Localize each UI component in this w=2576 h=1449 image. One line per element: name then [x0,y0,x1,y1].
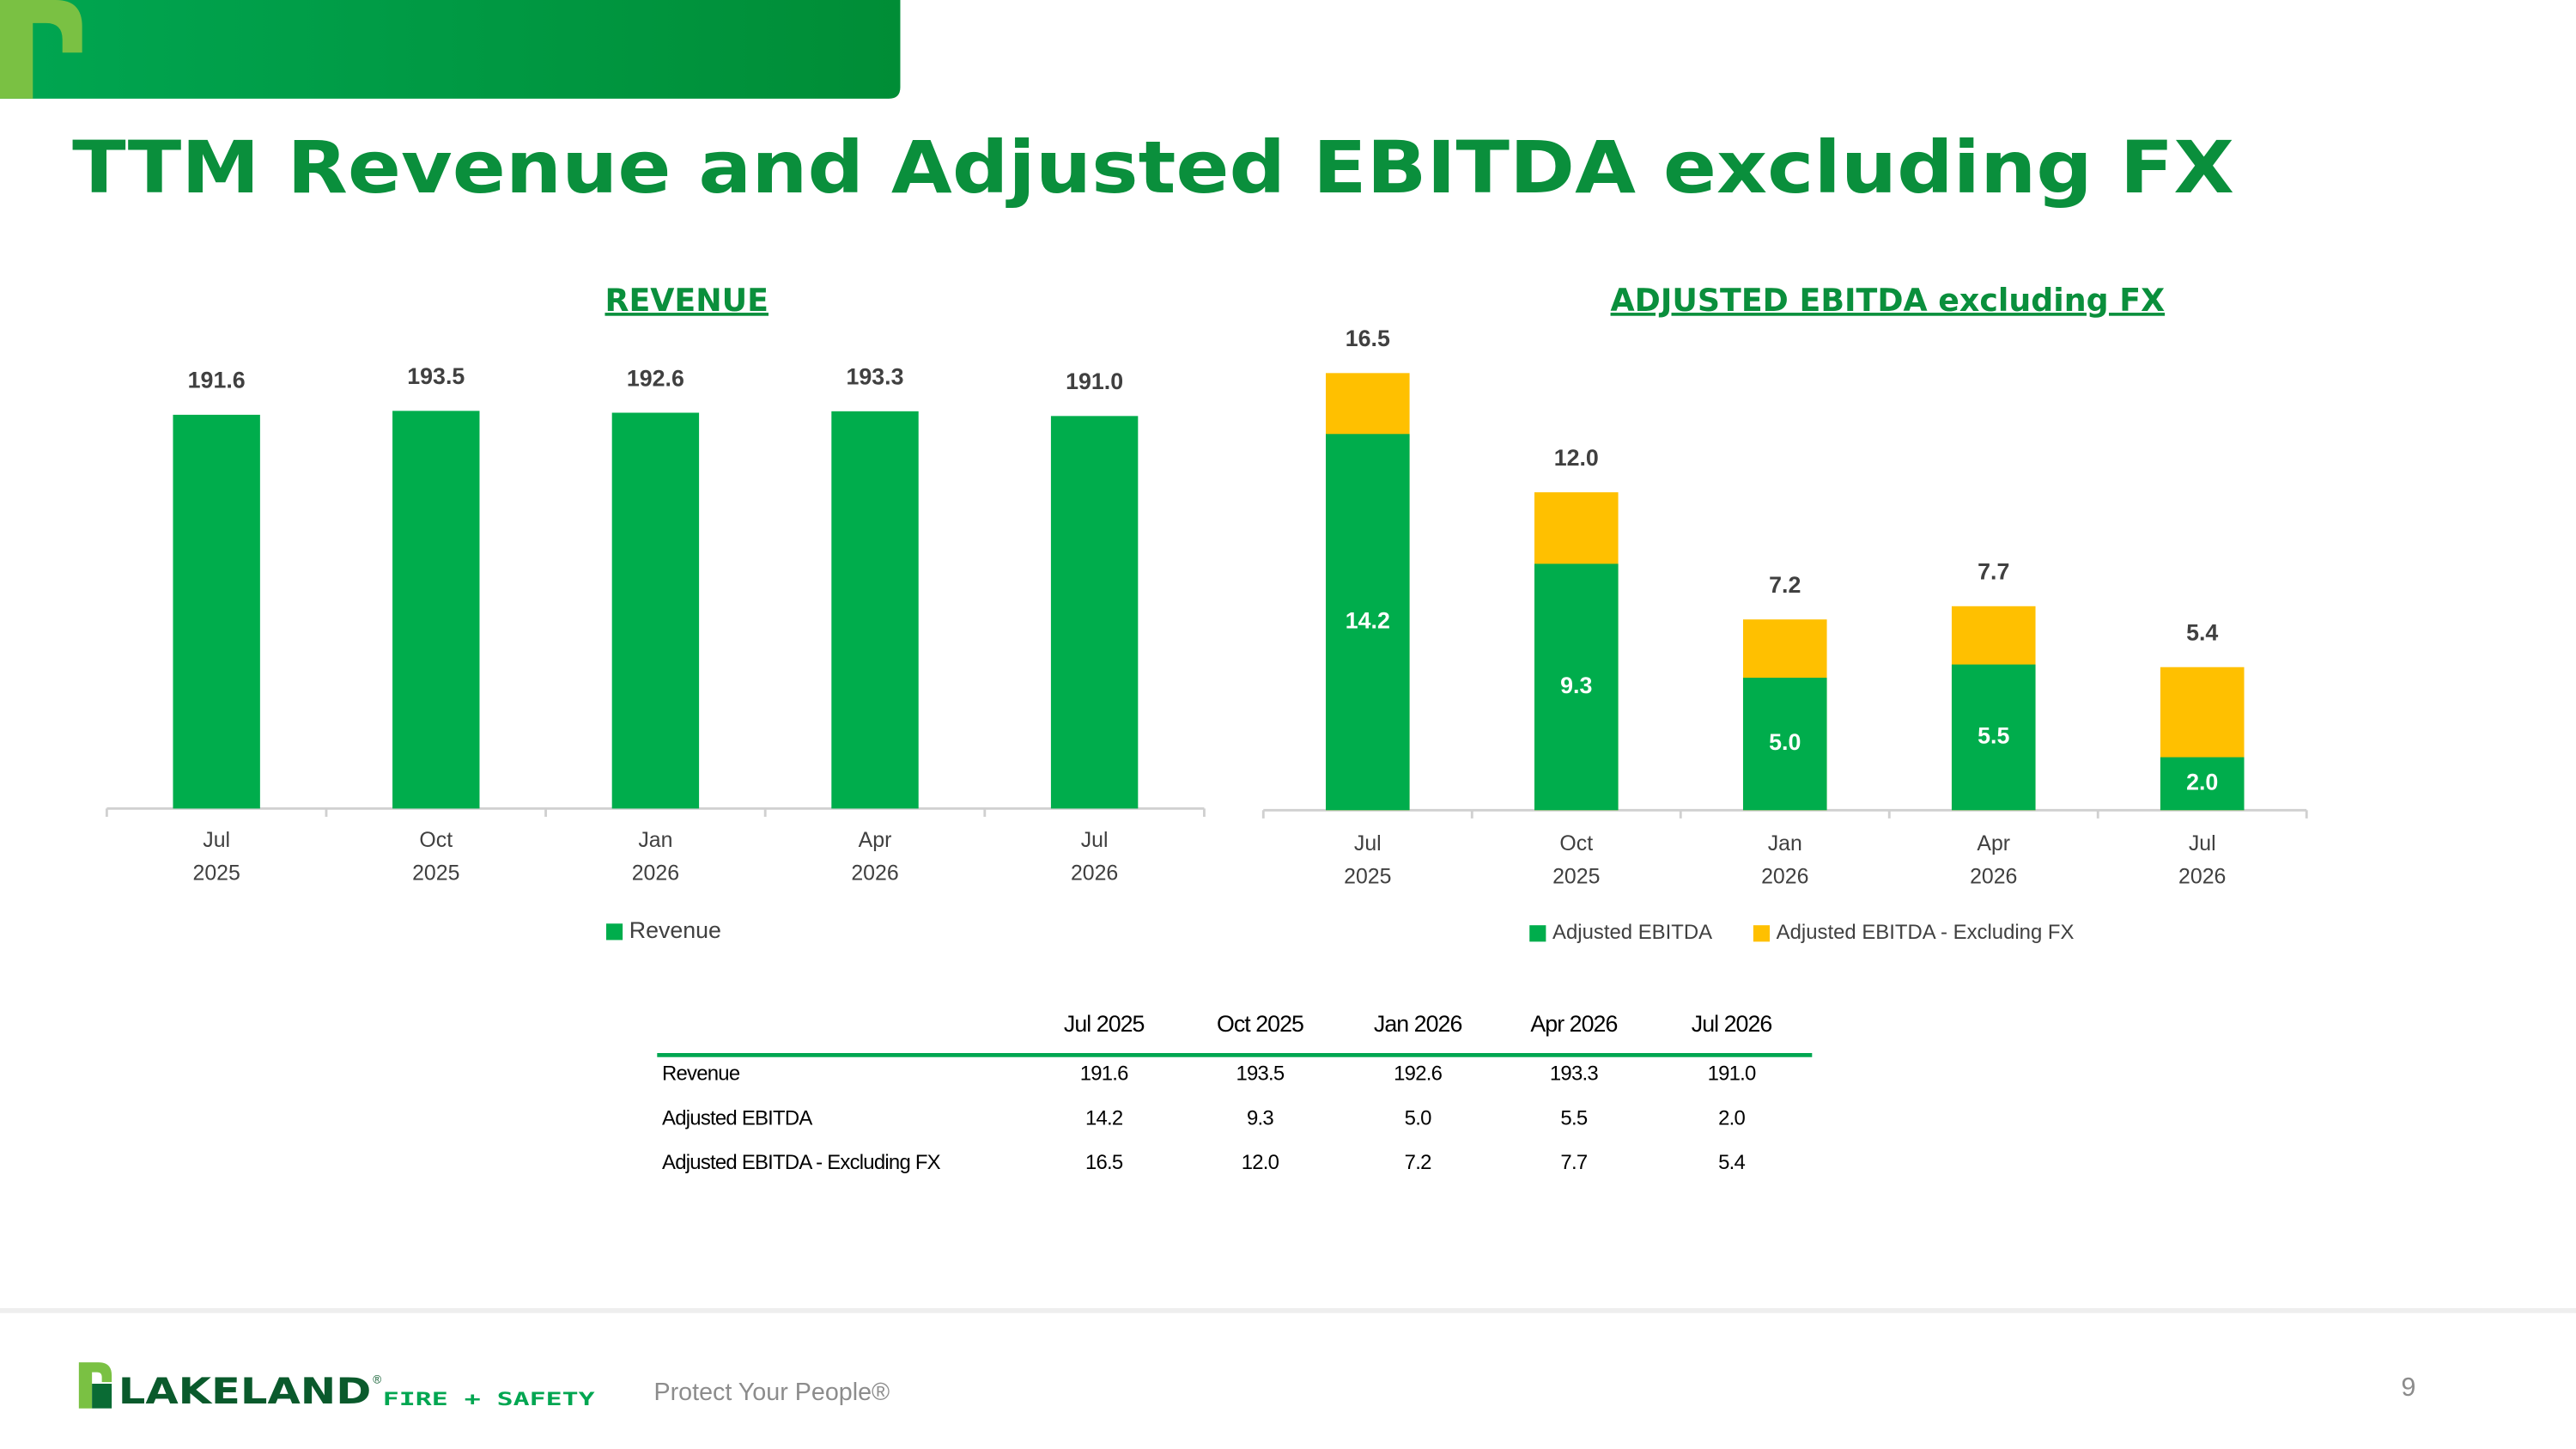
x-tick-label: Apr [1977,831,2010,855]
slide-title: TTM Revenue and Adjusted EBITDA excludin… [72,125,2234,210]
data-label: 9.3 [1560,673,1592,698]
legend-swatch [1529,925,1546,942]
table-cell: 16.5 [1085,1151,1123,1174]
bar [2160,757,2245,811]
legend-swatch [1753,925,1771,942]
data-label: 5.5 [1978,723,2009,749]
chart: REVENUE 191.6 193.5 192.6 193.3 191.0 Jul 2025 O… [105,282,1206,943]
data-label: 191.0 [1066,368,1123,394]
row-label: Adjusted EBITDA [662,1106,812,1129]
data-label: 7.2 [1769,572,1801,598]
table-header: Jan 2026 [1374,1011,1462,1037]
x-tick-label: 2026 [1071,861,1118,885]
x-tick-label: 2026 [851,861,898,885]
header-bar [0,0,901,99]
x-tick-label: Jan [638,828,672,852]
table-cell: 2.0 [1718,1106,1745,1129]
x-tick-label: Jul [2189,831,2216,855]
x-tick-label: 2025 [193,861,240,885]
table-header: Apr 2026 [1530,1011,1617,1037]
data-label: 14.2 [1346,607,1390,633]
x-tick-label: 2025 [1552,864,1600,888]
data-label: 193.3 [847,364,904,390]
x-tick-label: 2025 [1344,864,1391,888]
data-label: 7.7 [1978,559,2009,585]
chart: ADJUSTED EBITDA excluding FX 14.2 9.3 5.0 5.… [1261,282,2308,944]
bar [1742,678,1827,811]
table-cell: 191.0 [1708,1062,1756,1086]
bar [173,414,260,809]
x-tick-label: Jan [1768,831,1802,855]
x-tick-label: Jul [203,828,230,852]
table-header: Jul 2026 [1692,1011,1772,1037]
data-label: 191.6 [188,368,246,393]
x-tick-label: 2026 [1761,864,1808,888]
x-tick-label: 2026 [2178,864,2226,888]
bar [1951,664,2036,811]
footer-brand: LAKELAND [118,1370,372,1412]
x-tick-label: Oct [419,828,453,852]
bar [611,412,700,809]
chart-title: REVENUE [605,282,769,319]
legend-label: Adjusted EBITDA [1552,921,1712,944]
data-label: 5.0 [1769,729,1801,755]
footer-logo-block [92,1384,112,1409]
row-label: Adjusted EBITDA - Excluding FX [662,1151,941,1174]
data-label: 192.6 [627,365,684,391]
legend-label: Adjusted EBITDA - Excluding FX [1777,921,2075,944]
table-cell: 7.7 [1560,1151,1587,1174]
table-cell: 5.5 [1560,1106,1587,1129]
page-number: 9 [2401,1373,2415,1402]
table-header: Jul 2025 [1064,1011,1145,1037]
footer-tagline: Protect Your People® [653,1379,890,1406]
chart-title: ADJUSTED EBITDA excluding FX [1611,282,2166,319]
x-tick-label: 2026 [632,861,679,885]
x-tick-label: 2026 [1970,864,2017,888]
x-tick-label: Jul [1081,828,1109,852]
data-label: 12.0 [1554,445,1599,471]
data-label: 193.5 [407,363,465,389]
table-cell: 7.2 [1405,1151,1431,1174]
row-label: Revenue [662,1062,740,1086]
legend-swatch [605,923,623,941]
data-label: 5.4 [2186,620,2218,646]
table-cell: 192.6 [1394,1062,1442,1086]
footer-divider [0,1307,2576,1313]
table-cell: 12.0 [1242,1151,1279,1174]
legend-label: Revenue [629,917,721,943]
bar [831,411,919,809]
table-cell: 193.3 [1550,1062,1598,1086]
x-tick-label: 2025 [412,861,459,885]
bar [1534,563,1619,811]
table-cell: 5.4 [1718,1151,1745,1174]
table-cell: 5.0 [1405,1106,1431,1129]
data-label: 2.0 [2186,770,2218,795]
data-table: Jul 2025 Oct 2025 Jan 2026 Apr 2026 Jul 2026… [657,1011,1813,1174]
table-cell: 14.2 [1085,1106,1123,1129]
footer-brand-mark: ® [373,1373,381,1386]
table-header: Oct 2025 [1217,1011,1303,1037]
footer-brand-sub: FIRE + SAFETY [383,1388,595,1409]
bar [1050,416,1139,809]
data-label: 16.5 [1346,326,1390,351]
table-cell: 191.6 [1080,1062,1128,1086]
x-tick-label: Apr [859,828,892,852]
bar [1326,434,1410,811]
footer-logo-leaf [78,1362,112,1409]
table-cell: 9.3 [1247,1106,1273,1129]
table-cell: 193.5 [1236,1062,1284,1086]
bar [392,411,480,809]
header-logo [0,0,82,99]
x-tick-label: Jul [1354,831,1382,855]
x-tick-label: Oct [1559,831,1593,855]
